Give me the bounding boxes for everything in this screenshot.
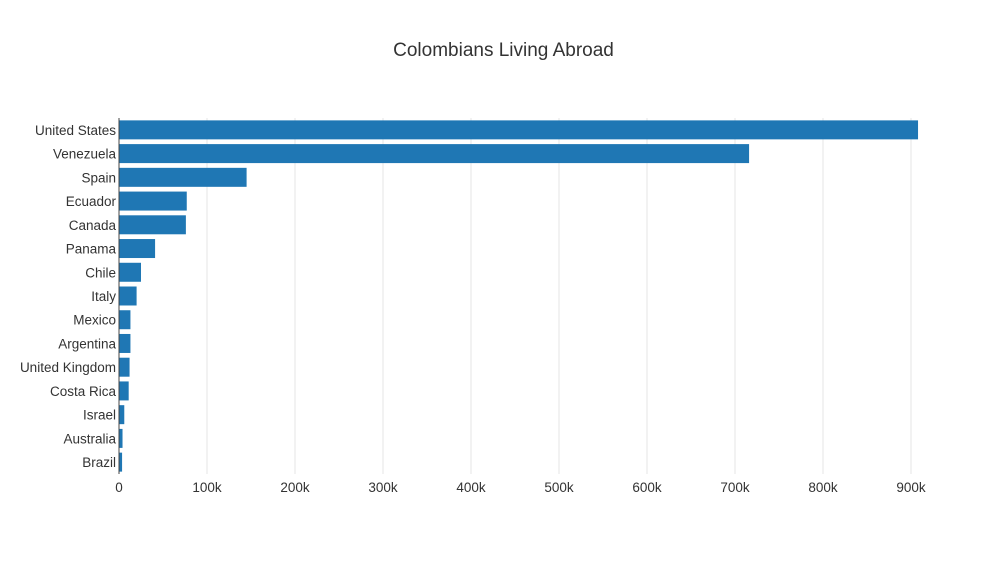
x-tick-label: 200k — [280, 480, 310, 495]
x-tick-label: 300k — [368, 480, 398, 495]
bar — [119, 286, 137, 306]
category-label: United Kingdom — [20, 360, 116, 375]
category-label: Australia — [63, 431, 116, 446]
x-tick-labels: 0 100k 200k 300k 400k 500k 600k 700k 800k 900k — [115, 480, 926, 495]
category-label: Ecuador — [66, 194, 117, 209]
category-label: Italy — [91, 289, 116, 304]
bar — [119, 144, 750, 164]
category-label: Canada — [69, 218, 117, 233]
bar — [119, 310, 131, 330]
bar — [119, 428, 123, 448]
category-labels: United States Venezuela Spain Ecuador Canada… — [20, 123, 117, 470]
bar — [119, 191, 187, 211]
x-tick-label: 600k — [632, 480, 662, 495]
category-label: Brazil — [82, 455, 116, 470]
bar — [119, 357, 130, 377]
bar — [119, 452, 123, 472]
bar — [119, 215, 186, 235]
category-label: Venezuela — [53, 147, 117, 162]
category-label: Chile — [85, 265, 116, 280]
category-label: Costa Rica — [50, 384, 117, 399]
category-label: Argentina — [58, 336, 116, 351]
category-label: Spain — [81, 170, 116, 185]
category-label: United States — [35, 123, 116, 138]
x-tick-label: 900k — [896, 480, 926, 495]
bar — [119, 381, 129, 401]
category-label: Panama — [66, 242, 117, 257]
bars — [119, 120, 919, 472]
x-tick-label: 800k — [808, 480, 838, 495]
category-label: Israel — [83, 408, 116, 423]
bar — [119, 333, 131, 353]
x-tick-label: 500k — [544, 480, 574, 495]
x-tick-label: 700k — [720, 480, 750, 495]
grid-lines — [206, 118, 912, 474]
category-label: Mexico — [73, 313, 116, 328]
x-tick-label: 0 — [115, 480, 123, 495]
bar — [119, 120, 919, 140]
x-tick-label: 100k — [192, 480, 222, 495]
bar — [119, 262, 141, 282]
x-tick-label: 400k — [456, 480, 486, 495]
bar — [119, 167, 247, 187]
bar — [119, 405, 125, 425]
chart-title: Colombians Living Abroad — [393, 40, 614, 61]
bar — [119, 239, 156, 259]
